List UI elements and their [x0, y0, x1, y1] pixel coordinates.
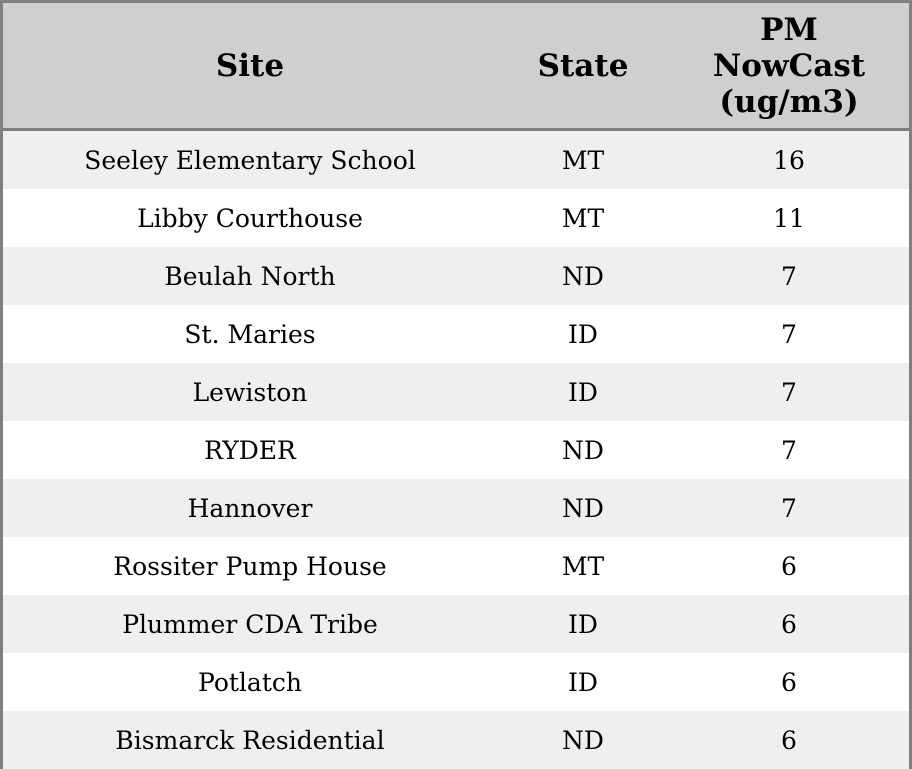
table-row: Beulah North ND 7: [3, 247, 909, 305]
table-row: Libby Courthouse MT 11: [3, 189, 909, 247]
header-pm-line-3: (ug/m3): [719, 83, 859, 120]
table-row: Potlatch ID 6: [3, 653, 909, 711]
header-site: Site: [3, 3, 497, 131]
cell-state: MT: [497, 129, 669, 189]
table-row: St. Maries ID 7: [3, 305, 909, 363]
cell-site: Beulah North: [3, 247, 497, 305]
table-row: Seeley Elementary School MT 16: [3, 129, 909, 189]
cell-state: ID: [497, 305, 669, 363]
cell-site: Lewiston: [3, 363, 497, 421]
table-row: Rossiter Pump House MT 6: [3, 537, 909, 595]
cell-pm-value: 6: [669, 653, 909, 711]
cell-site: Seeley Elementary School: [3, 129, 497, 189]
cell-pm-value: 16: [669, 129, 909, 189]
cell-state: MT: [497, 537, 669, 595]
cell-pm-value: 6: [669, 711, 909, 769]
header-pm-line-1: PM: [760, 11, 818, 48]
cell-site: Rossiter Pump House: [3, 537, 497, 595]
cell-pm-value: 6: [669, 595, 909, 653]
cell-site: Potlatch: [3, 653, 497, 711]
table-row: Lewiston ID 7: [3, 363, 909, 421]
cell-site: Libby Courthouse: [3, 189, 497, 247]
table-row: RYDER ND 7: [3, 421, 909, 479]
cell-state: ND: [497, 711, 669, 769]
cell-site: Bismarck Residential: [3, 711, 497, 769]
cell-pm-value: 7: [669, 479, 909, 537]
table-row: Hannover ND 7: [3, 479, 909, 537]
cell-state: ID: [497, 653, 669, 711]
cell-state: ND: [497, 247, 669, 305]
cell-pm-value: 7: [669, 247, 909, 305]
table-row: Plummer CDA Tribe ID 6: [3, 595, 909, 653]
cell-pm-value: 11: [669, 189, 909, 247]
header-row: Site State PM NowCast (ug/m3): [3, 3, 909, 131]
pm-nowcast-table: Site State PM NowCast (ug/m3) Seeley Ele…: [3, 3, 909, 769]
cell-pm-value: 7: [669, 363, 909, 421]
cell-state: ID: [497, 595, 669, 653]
header-pm-nowcast: PM NowCast (ug/m3): [669, 3, 909, 131]
cell-state: MT: [497, 189, 669, 247]
cell-pm-value: 6: [669, 537, 909, 595]
table-row: Bismarck Residential ND 6: [3, 711, 909, 769]
cell-pm-value: 7: [669, 421, 909, 479]
cell-site: Plummer CDA Tribe: [3, 595, 497, 653]
cell-state: ID: [497, 363, 669, 421]
cell-state: ND: [497, 479, 669, 537]
cell-pm-value: 7: [669, 305, 909, 363]
header-pm-line-2: NowCast: [712, 47, 866, 84]
cell-site: Hannover: [3, 479, 497, 537]
header-state: State: [497, 3, 669, 131]
cell-site: RYDER: [3, 421, 497, 479]
cell-state: ND: [497, 421, 669, 479]
cell-site: St. Maries: [3, 305, 497, 363]
